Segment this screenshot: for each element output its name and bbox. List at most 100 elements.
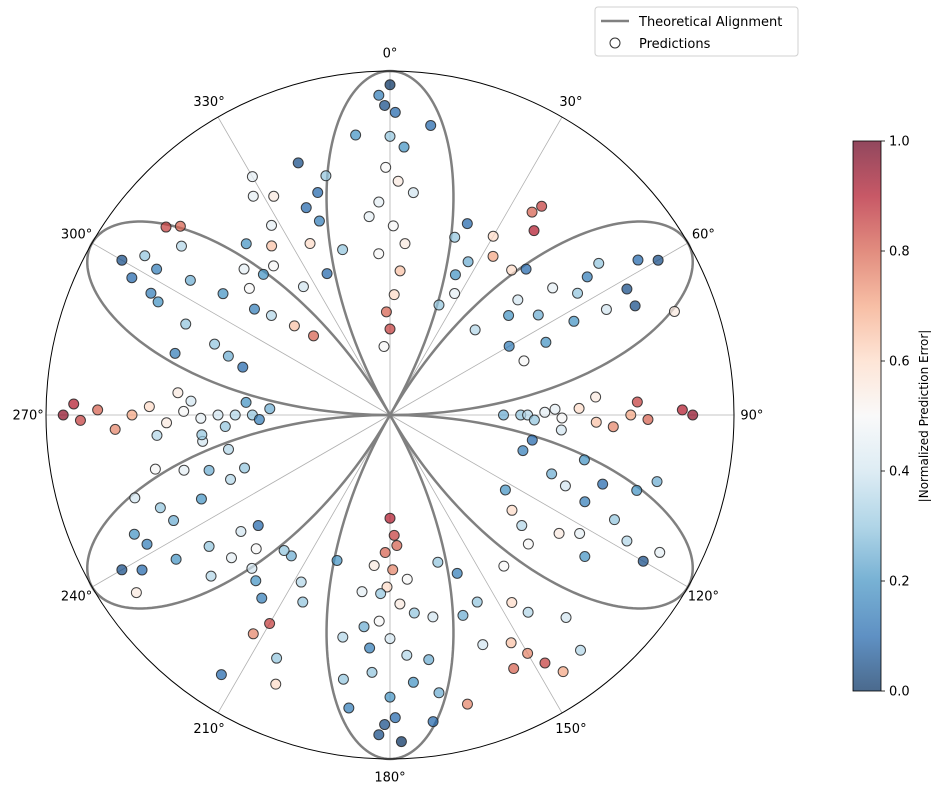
prediction-point bbox=[292, 157, 304, 169]
prediction-point bbox=[373, 248, 385, 260]
prediction-point bbox=[246, 171, 258, 183]
prediction-point bbox=[432, 556, 444, 568]
prediction-point bbox=[408, 607, 420, 619]
prediction-point bbox=[358, 621, 370, 633]
prediction-point bbox=[394, 598, 406, 610]
prediction-point bbox=[517, 445, 529, 457]
prediction-point bbox=[575, 644, 587, 656]
prediction-point bbox=[266, 219, 278, 231]
prediction-point bbox=[423, 654, 435, 666]
prediction-point bbox=[381, 581, 393, 593]
prediction-point bbox=[364, 642, 376, 654]
prediction-point bbox=[668, 305, 680, 317]
prediction-point bbox=[526, 206, 538, 218]
prediction-point bbox=[505, 637, 517, 649]
prediction-point bbox=[560, 612, 572, 623]
prediction-point bbox=[240, 238, 252, 250]
prediction-point bbox=[126, 272, 138, 284]
prediction-point bbox=[203, 464, 215, 476]
prediction-point bbox=[621, 535, 633, 547]
prediction-point bbox=[539, 406, 551, 418]
colorbar-label: |Normalized Prediction Error| bbox=[917, 330, 931, 503]
prediction-point bbox=[651, 476, 663, 488]
prediction-point bbox=[217, 288, 229, 300]
prediction-point bbox=[212, 409, 224, 421]
prediction-point bbox=[379, 547, 391, 559]
legend-label-points: Predictions bbox=[639, 37, 711, 52]
polar-frame bbox=[45, 70, 735, 760]
prediction-point bbox=[433, 687, 445, 699]
prediction-point bbox=[57, 409, 69, 421]
colorbar-ticks: 0.0 0.2 0.4 0.6 0.8 1.0 bbox=[881, 135, 910, 700]
prediction-point bbox=[387, 564, 399, 576]
prediction-point bbox=[378, 340, 390, 352]
prediction-point bbox=[149, 463, 161, 475]
prediction-point bbox=[151, 429, 163, 441]
prediction-point bbox=[373, 89, 385, 101]
prediction-point bbox=[363, 211, 375, 223]
prediction-point bbox=[143, 401, 155, 413]
prediction-point bbox=[92, 404, 104, 416]
prediction-point bbox=[676, 404, 688, 416]
prediction-point bbox=[578, 454, 590, 466]
prediction-point bbox=[526, 434, 538, 446]
prediction-point bbox=[161, 417, 173, 429]
prediction-point bbox=[373, 615, 385, 627]
angle-tick-label: 180° bbox=[374, 770, 405, 785]
prediction-point bbox=[126, 409, 138, 421]
prediction-point bbox=[270, 678, 282, 690]
prediction-point bbox=[499, 484, 511, 496]
prediction-point bbox=[196, 429, 208, 441]
grid-spoke bbox=[217, 116, 391, 416]
prediction-point bbox=[253, 414, 265, 426]
angle-tick-label: 90° bbox=[740, 409, 763, 424]
prediction-point bbox=[321, 268, 333, 280]
colorbar-tick-label: 0.8 bbox=[889, 245, 910, 260]
prediction-point bbox=[225, 473, 237, 485]
grid-spoke bbox=[91, 414, 391, 588]
prediction-point bbox=[384, 323, 396, 335]
prediction-point bbox=[268, 260, 280, 272]
prediction-point bbox=[379, 99, 391, 111]
prediction-point bbox=[256, 592, 268, 604]
prediction-point bbox=[469, 324, 481, 336]
prediction-point bbox=[461, 698, 473, 710]
prediction-point bbox=[356, 586, 368, 598]
prediction-point bbox=[130, 587, 142, 599]
prediction-point bbox=[180, 318, 192, 330]
prediction-point bbox=[215, 669, 227, 681]
prediction-point bbox=[380, 306, 392, 318]
prediction-point bbox=[379, 719, 391, 731]
prediction-point bbox=[175, 240, 187, 252]
prediction-point bbox=[498, 409, 510, 421]
prediction-point bbox=[687, 409, 699, 421]
prediction-point bbox=[392, 175, 404, 187]
prediction-point bbox=[449, 231, 461, 243]
prediction-point bbox=[632, 254, 644, 266]
prediction-point bbox=[68, 398, 80, 410]
prediction-point bbox=[226, 552, 237, 564]
prediction-point bbox=[528, 225, 540, 237]
prediction-point bbox=[557, 666, 569, 678]
prediction-point bbox=[559, 480, 571, 492]
prediction-point bbox=[471, 596, 483, 608]
prediction-point bbox=[308, 330, 320, 342]
prediction-point bbox=[522, 647, 534, 659]
prediction-point bbox=[238, 263, 250, 275]
prediction-point bbox=[237, 361, 249, 373]
prediction-point bbox=[313, 215, 325, 227]
angle-tick-label: 210° bbox=[193, 722, 224, 737]
angle-tick-label: 240° bbox=[61, 589, 92, 604]
prediction-point bbox=[128, 528, 140, 540]
prediction-point bbox=[109, 423, 121, 435]
prediction-point bbox=[178, 464, 190, 476]
prediction-point bbox=[522, 538, 534, 550]
prediction-point bbox=[451, 567, 463, 579]
prediction-point bbox=[152, 296, 164, 308]
prediction-point bbox=[264, 618, 276, 630]
prediction-point bbox=[607, 421, 619, 433]
prediction-point bbox=[285, 550, 297, 562]
prediction-point bbox=[407, 676, 419, 688]
prediction-point bbox=[642, 414, 654, 425]
angle-tick-label: 300° bbox=[61, 228, 92, 243]
